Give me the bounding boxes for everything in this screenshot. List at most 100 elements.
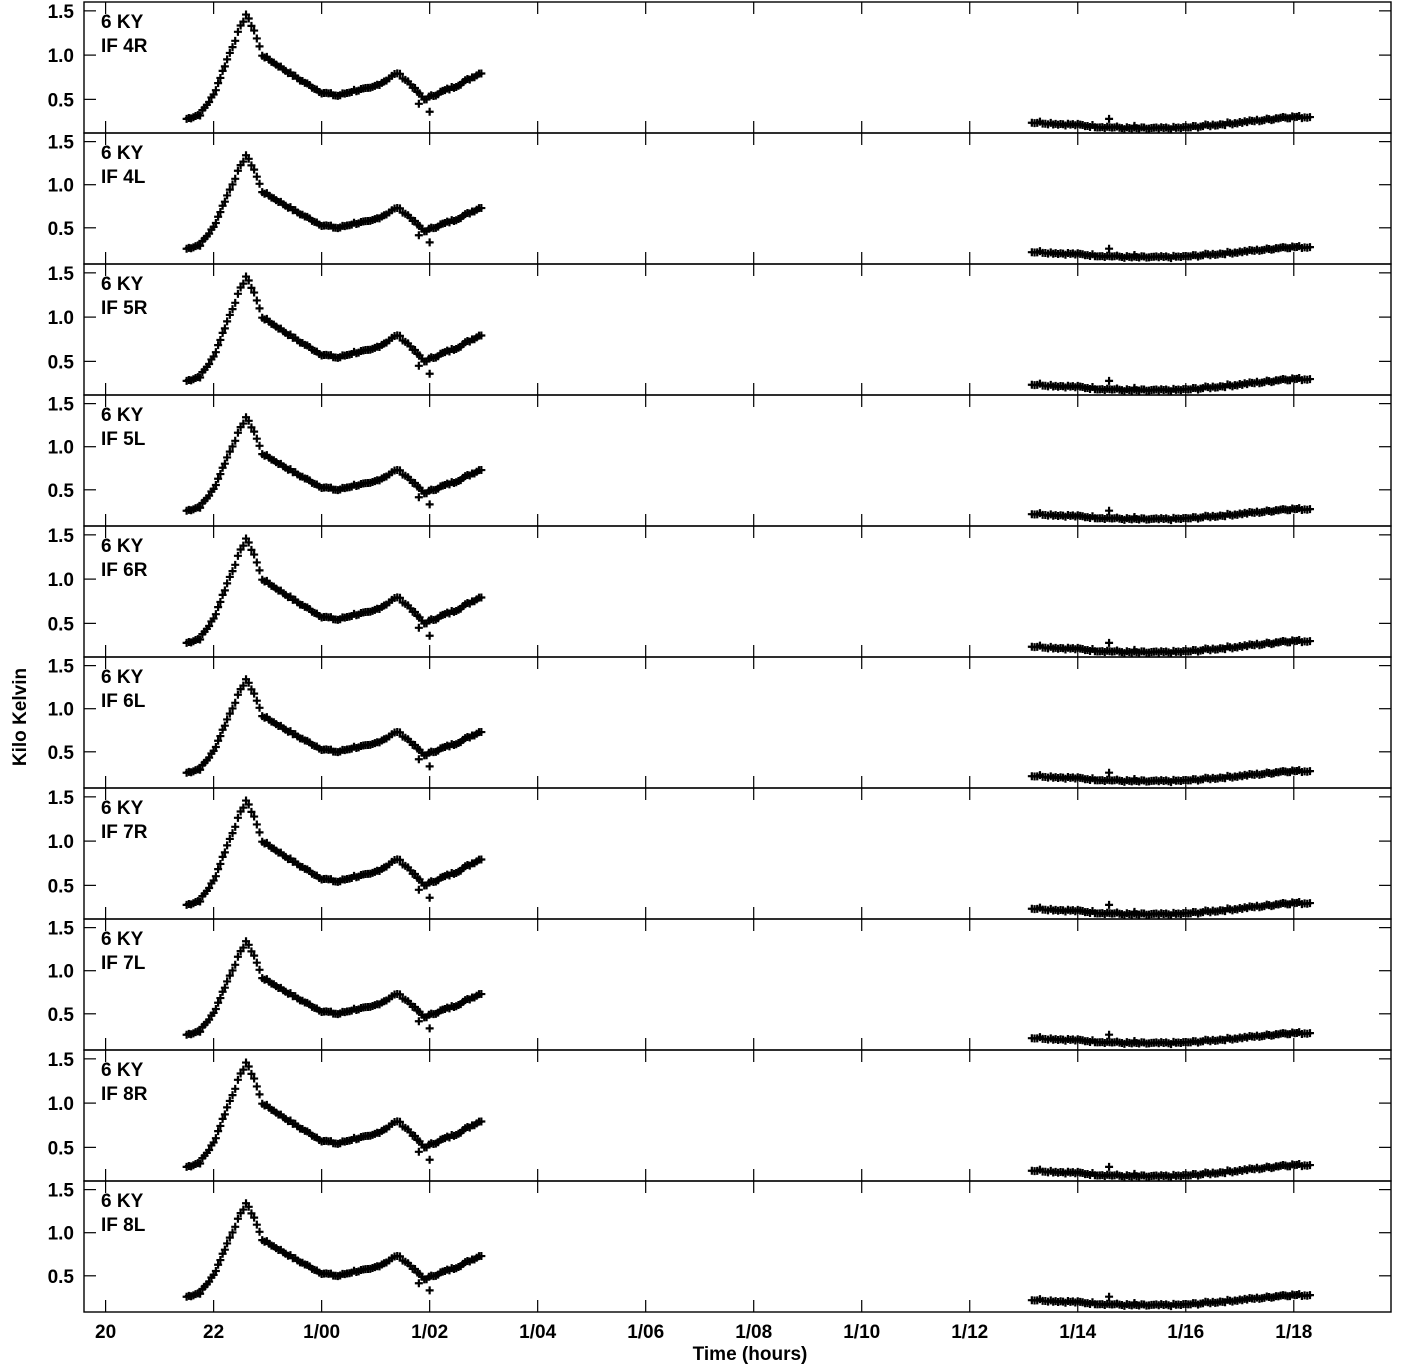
data-series <box>182 272 1314 396</box>
data-point <box>233 952 242 961</box>
data-point <box>250 812 259 821</box>
data-point <box>247 947 256 956</box>
panel-if-7l: 0.5 1.0 1.5 6 KY IF 7L <box>48 918 1392 1051</box>
data-point <box>244 1202 253 1211</box>
data-point <box>1105 638 1114 647</box>
data-point <box>205 622 214 631</box>
data-point <box>239 1065 248 1074</box>
panel-if-label: IF 5L <box>101 429 146 450</box>
y-tick-label: 0.5 <box>48 481 75 502</box>
data-point <box>216 73 225 82</box>
data-point <box>223 1103 232 1112</box>
data-point <box>218 987 227 996</box>
x-tick-label: 1/04 <box>519 1322 556 1343</box>
data-series <box>182 10 1314 134</box>
data-point <box>252 434 261 443</box>
data-point <box>223 579 232 588</box>
y-tick-label: 1.5 <box>48 1181 75 1202</box>
data-point <box>228 1228 237 1237</box>
data-point <box>247 423 256 432</box>
data-point <box>211 1005 220 1014</box>
panel-if-label: IF 6R <box>101 560 148 581</box>
x-tick-label: 22 <box>203 1322 224 1343</box>
data-point <box>395 466 404 475</box>
data-point <box>223 191 232 200</box>
y-tick-label: 0.5 <box>48 614 75 635</box>
data-point <box>247 1069 256 1078</box>
y-tick-label: 1.5 <box>48 657 75 678</box>
data-point <box>225 1233 234 1242</box>
panel-if-4r: 0.5 1.0 1.5 6 KY IF 4R <box>48 1 1392 134</box>
data-point <box>244 678 253 687</box>
data-point <box>1105 768 1114 777</box>
data-point <box>414 1147 423 1156</box>
data-point <box>244 1062 253 1071</box>
y-tick-label: 0.5 <box>48 876 75 897</box>
data-point <box>196 897 205 906</box>
data-point <box>239 17 248 26</box>
data-point <box>1105 1162 1114 1171</box>
y-tick-label: 1.5 <box>48 788 75 809</box>
data-point <box>247 807 256 816</box>
data-point <box>1305 505 1314 514</box>
data-point <box>214 1260 223 1269</box>
data-point <box>233 813 242 822</box>
y-tick-label: 1.0 <box>48 570 74 591</box>
data-point <box>214 603 223 612</box>
data-point <box>244 154 253 163</box>
data-point <box>1130 907 1139 916</box>
data-point <box>228 442 237 451</box>
data-point <box>211 1267 220 1276</box>
data-point <box>252 172 261 181</box>
data-point <box>216 1121 225 1130</box>
data-point <box>220 848 229 857</box>
data-point <box>205 98 214 107</box>
data-point <box>225 48 234 57</box>
data-point <box>1105 244 1114 253</box>
data-point <box>425 107 434 116</box>
data-point <box>239 541 248 550</box>
data-point <box>223 55 232 64</box>
data-series <box>182 413 1314 525</box>
panel-source-label: 6 KY <box>101 798 144 819</box>
data-point <box>218 1114 227 1123</box>
panel-frame <box>83 1180 1392 1313</box>
data-point <box>223 453 232 462</box>
data-point <box>231 298 240 307</box>
data-point <box>414 493 423 502</box>
data-point <box>244 940 253 949</box>
y-tick-label: 1.5 <box>48 395 75 416</box>
data-point <box>252 296 261 305</box>
data-point <box>223 841 232 850</box>
data-point <box>239 1205 248 1214</box>
data-point <box>477 69 486 78</box>
data-point <box>425 500 434 509</box>
data-point <box>223 1239 232 1248</box>
panel-if-8r: 0.5 1.0 1.5 6 KY IF 8R <box>48 1049 1392 1182</box>
data-point <box>228 180 237 189</box>
data-series <box>182 675 1314 787</box>
data-point <box>228 829 237 838</box>
y-tick-label: 1.0 <box>48 1094 74 1115</box>
data-point <box>414 623 423 632</box>
data-point <box>225 310 234 319</box>
data-point <box>205 360 214 369</box>
data-series <box>182 151 1314 263</box>
data-point <box>216 732 225 741</box>
data-point <box>196 503 205 512</box>
data-point <box>395 331 404 340</box>
data-point <box>228 305 237 314</box>
data-point <box>395 593 404 602</box>
data-point <box>255 304 264 313</box>
panel-if-6l: 0.5 1.0 1.5 6 KY IF 6L <box>48 656 1392 789</box>
data-point <box>223 715 232 724</box>
data-point <box>252 958 261 967</box>
data-point <box>250 165 259 174</box>
data-point <box>244 800 253 809</box>
data-point <box>216 335 225 344</box>
data-point <box>214 736 223 745</box>
panel-source-label: 6 KY <box>101 405 144 426</box>
data-point <box>214 79 223 88</box>
data-point <box>477 593 486 602</box>
data-point <box>233 551 242 560</box>
